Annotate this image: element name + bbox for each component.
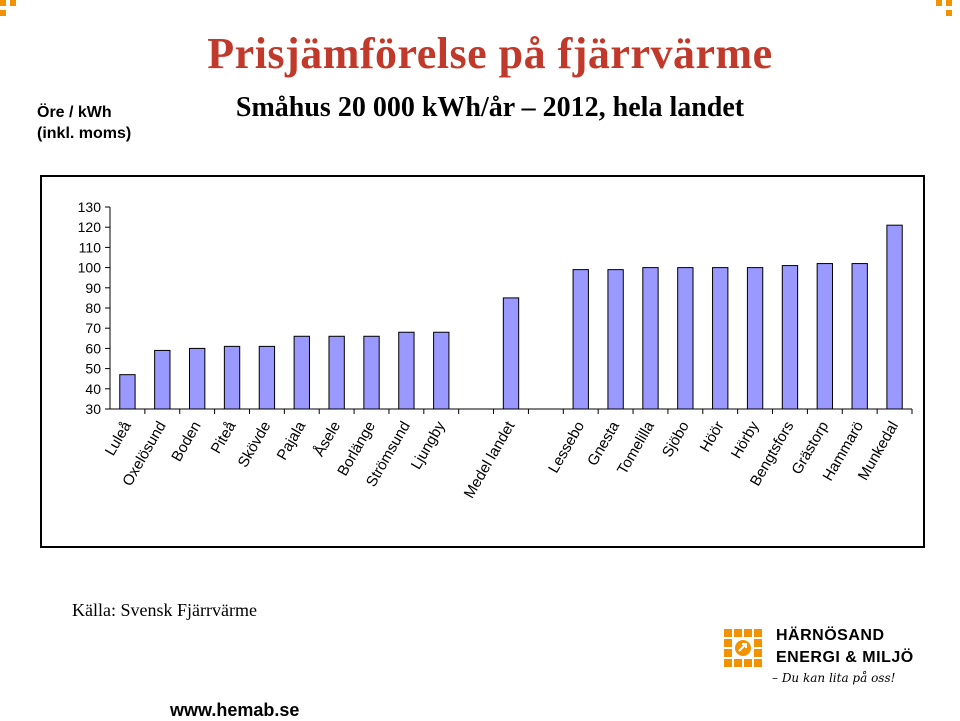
x-tick-label: Boden [168, 419, 204, 465]
unit-line-2: (inkl. moms) [37, 125, 132, 142]
bar [154, 349, 171, 410]
bar [851, 263, 868, 410]
bar [781, 265, 799, 410]
x-tick-label: Höör [697, 418, 728, 455]
source-note: Källa: Svensk Fjärrvärme [72, 600, 257, 620]
y-axis-unit: Öre / kWh (inkl. moms) [37, 102, 131, 144]
bar [677, 267, 694, 410]
x-tick-label: Lessebo [545, 419, 588, 477]
bar [293, 335, 310, 410]
top-left-corner-mark [0, 0, 16, 16]
x-tick-label: Piteå [208, 418, 240, 457]
chart-frame: 30 40 50 60 70 80 90 100 110 120 130 Luleå Oxelösund… [40, 175, 925, 548]
logo-name-line-1: HÄRNÖSAND [776, 627, 885, 644]
x-tick-label: Åsele [311, 419, 344, 460]
sun-logo-icon [724, 629, 762, 667]
bar [816, 263, 833, 410]
bar [328, 335, 345, 410]
y-tick-label: 110 [79, 239, 102, 255]
logo-tagline: – Du kan lita på oss! [772, 671, 896, 685]
unit-line-1: Öre / kWh [37, 104, 112, 121]
top-right-corner-mark [936, 0, 952, 16]
y-tick-label: 30 [85, 401, 101, 417]
x-tick-label: Skövde [235, 419, 275, 471]
bar [189, 347, 206, 410]
y-tick-label: 120 [78, 219, 102, 235]
y-tick-label: 80 [85, 300, 101, 316]
y-tick-label: 90 [85, 280, 101, 296]
bar [712, 267, 729, 410]
bar [607, 269, 624, 410]
bar [642, 267, 659, 410]
x-tick-label: Ljungby [408, 418, 449, 472]
logo-name-line-2: ENERGI & MILJÖ [776, 649, 914, 666]
company-logo: HÄRNÖSAND ENERGI & MILJÖ – Du kan lita p… [722, 625, 942, 695]
y-tick-label: 60 [85, 340, 101, 356]
x-tick-label: Pajala [274, 418, 310, 463]
page-subtitle: Småhus 20 000 kWh/år – 2012, hela landet [235, 92, 745, 123]
x-tick-label: Sjöbo [659, 419, 693, 461]
y-tick-label: 130 [78, 199, 102, 215]
x-tick-label: Medel landet [461, 418, 519, 502]
website-link[interactable]: www.hemab.se [170, 700, 300, 720]
bar [398, 331, 415, 410]
y-tick-label: 50 [85, 361, 101, 377]
bar-chart: 30405060708090100110120130LuleåOxelösund… [78, 199, 913, 502]
bar [258, 345, 276, 410]
x-tick-label: Luleå [102, 418, 135, 459]
bar [223, 345, 241, 410]
bar [502, 297, 520, 410]
y-tick-label: 100 [78, 260, 102, 276]
bar [886, 224, 903, 410]
y-tick-label: 40 [85, 381, 101, 397]
header: Prisjämförelse på fjärrvärme Småhus 20 0… [0, 0, 960, 170]
bar [746, 267, 764, 410]
bar [363, 335, 380, 410]
y-tick-label: 70 [85, 320, 101, 336]
x-tick-label: Hörby [728, 418, 763, 462]
bar [572, 269, 589, 410]
bar [119, 374, 136, 410]
page-title: Prisjämförelse på fjärrvärme [207, 29, 773, 78]
bar [433, 331, 450, 410]
